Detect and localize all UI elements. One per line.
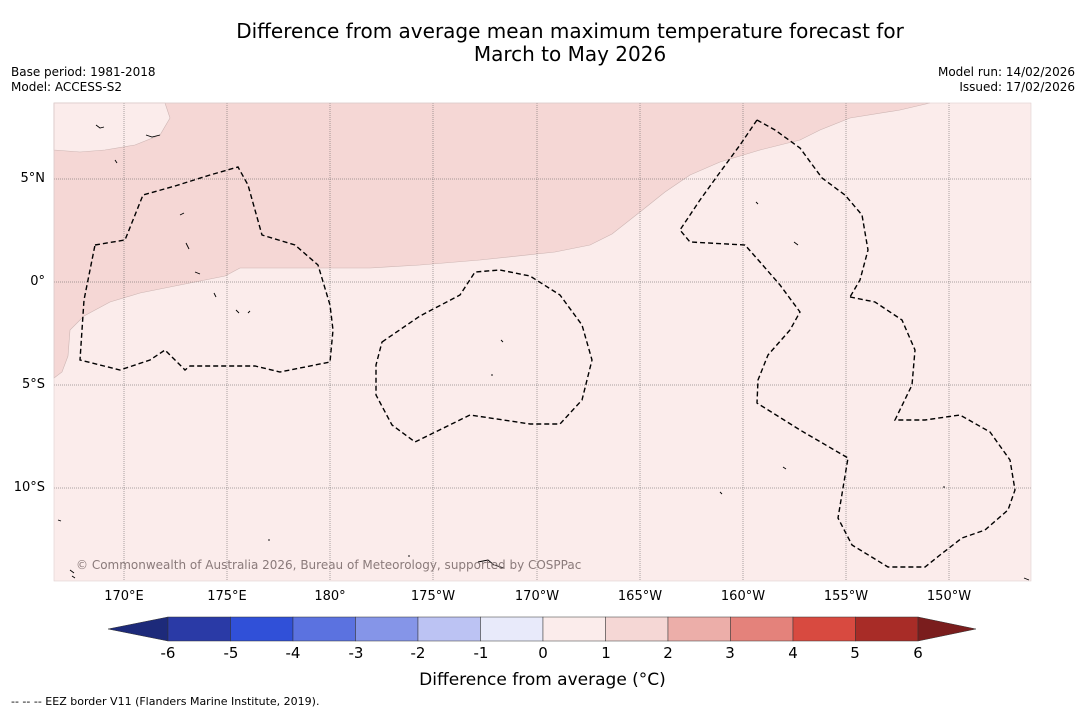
lon-label-170e: 170°E [104,589,144,604]
graticule [54,103,1031,581]
colorbar-tick: -6 [160,644,176,662]
colorbar-title: Difference from average (°C) [419,670,666,690]
colorbar-tick: -3 [348,644,364,662]
lon-label-175e: 175°E [207,589,247,604]
colorbar-segment [855,616,919,642]
colorbar-tick: -4 [285,644,301,662]
colorbar-tick: -1 [473,644,489,662]
colorbar-extend-high [917,616,977,642]
eez-kiribati-gilberts [79,166,334,373]
chart-title: Difference from average mean maximum tem… [0,20,1085,66]
colorbar-segment [667,616,731,642]
issued-date: Issued: 17/02/2026 [959,80,1075,94]
colorbar-segment [730,616,794,642]
colorbar-segment [355,616,419,642]
colorbar-segment [167,616,231,642]
colorbar-segment [417,616,481,642]
lon-label-180: 180° [314,589,346,604]
lon-label-165w: 165°W [617,589,663,604]
warm-anomaly-region [53,102,931,379]
colorbar-tick: -5 [223,644,239,662]
colorbar-tick: 5 [850,644,860,662]
lat-label-0: 0° [30,274,45,289]
eez-borders [79,119,1016,568]
lon-label-160w: 160°W [720,589,766,604]
model-name: Model: ACCESS-S2 [11,80,123,94]
colorbar-tick: 4 [788,644,798,662]
lat-label-5s: 5°S [21,377,45,392]
eez-french-polynesia-east [837,296,1016,568]
colorbar-tick: 3 [725,644,735,662]
copyright-notice: © Commonwealth of Australia 2026, Bureau… [76,558,582,572]
lat-label-5n: 5°N [20,171,46,186]
eez-line-islands-north-west [679,119,849,459]
eez-tuvalu-tokelau [375,269,593,443]
eez-footnote: -- -- -- EEZ border V11 (Flanders Marine… [11,695,320,708]
colorbar-tick: 2 [663,644,673,662]
colorbar-segment [230,616,294,642]
base-period: Base period: 1981-2018 [11,65,156,79]
colorbar-segment [292,616,356,642]
meta-right: Model run: 14/02/2026 Issued: 17/02/2026 [938,65,1075,95]
title-line-1: Difference from average mean maximum tem… [236,19,904,43]
lat-label-10s: 10°S [13,480,45,495]
colorbar-tick: 1 [601,644,611,662]
lon-label-170w: 170°W [514,589,560,604]
model-run: Model run: 14/02/2026 [937,65,1075,79]
colorbar-segment [605,616,669,642]
island-patch [53,102,171,153]
title-line-2: March to May 2026 [473,42,667,66]
colorbar-segment [792,616,856,642]
lon-label-175w: 175°W [410,589,456,604]
colorbar-extend-low [107,616,169,642]
meta-left: Base period: 1981-2018 Model: ACCESS-S2 [11,65,156,95]
island-marks [57,124,1030,581]
map-frame [53,102,1032,582]
colorbar-tick: 0 [538,644,548,662]
lon-label-155w: 155°W [823,589,869,604]
colorbar-tick: -2 [410,644,426,662]
colorbar-segment [542,616,606,642]
colorbar-segment [480,616,544,642]
colorbar-tick: 6 [913,644,923,662]
lon-label-150w: 150°W [926,589,972,604]
